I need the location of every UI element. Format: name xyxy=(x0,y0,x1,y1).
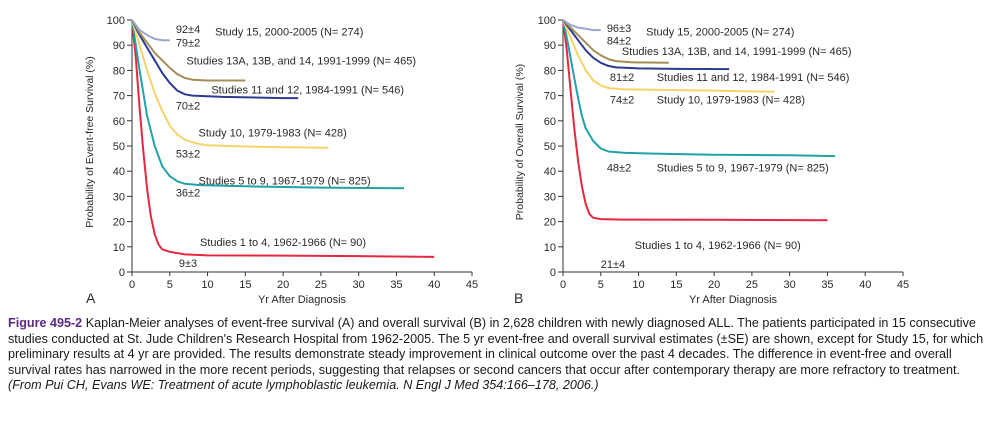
panel-b-series-line xyxy=(562,19,775,93)
panel-b-x-tick-label: 15 xyxy=(670,279,682,291)
panel-b-estimate-label: 74±2 xyxy=(610,94,634,106)
panel-b-series-label: Studies 5 to 9, 1967-1979 (N= 825) xyxy=(657,162,829,174)
panel-a-x-tick-label: 15 xyxy=(239,279,251,291)
panel-b-series-label: Study 10, 1979-1983 (N= 428) xyxy=(657,94,805,106)
panel-b-series-label: Study 15, 2000-2005 (N= 274) xyxy=(646,26,794,38)
figure-caption: Figure 495-2 Kaplan-Meier analyses of ev… xyxy=(8,316,993,394)
panel-a-y-tick-label: 40 xyxy=(113,166,125,178)
panel-a-x-tick-label: 5 xyxy=(167,279,173,291)
panel-b-letter: B xyxy=(514,290,523,306)
panel-b-estimate-label: 21±4 xyxy=(601,259,625,271)
panel-a-series-line xyxy=(131,19,405,190)
panel-a-series-label: Studies 1 to 4, 1962-1966 (N= 90) xyxy=(200,237,366,249)
panel-a-x-tick-label: 30 xyxy=(353,279,365,291)
panel-a-series-line xyxy=(131,19,299,100)
panel-a-estimate-label: 70±2 xyxy=(176,101,200,113)
panel-b-series-line xyxy=(562,19,828,222)
panel-a-y-tick-label: 80 xyxy=(113,65,125,77)
panel-a-y-tick-label: 10 xyxy=(113,242,125,254)
panel-a-y-tick-label: 30 xyxy=(113,191,125,203)
panel-a-y-tick-label: 70 xyxy=(113,91,125,103)
panel-b-x-tick-label: 45 xyxy=(897,279,909,291)
panel-a-x-tick-label: 45 xyxy=(466,279,478,291)
panel-a-series-line xyxy=(131,19,435,258)
panel-b-x-tick-label: 5 xyxy=(598,279,604,291)
panel-a-series-label: Study 15, 2000-2005 (N= 274) xyxy=(215,26,363,38)
panel-b-y-tick-label: 40 xyxy=(544,166,556,178)
panel-a-x-tick-label: 25 xyxy=(315,279,327,291)
panel-b-y-tick-label: 60 xyxy=(544,116,556,128)
panel-b-x-tick-label: 30 xyxy=(784,279,796,291)
panel-b-x-tick-label: 25 xyxy=(746,279,758,291)
panel-a-estimate-label: 92±4 xyxy=(176,24,200,36)
panel-a-y-tick-label: 60 xyxy=(113,116,125,128)
panel-b-estimate-label: 96±3 xyxy=(607,23,631,35)
panel-a-series-label: Studies 13A, 13B, and 14, 1991-1999 (N= … xyxy=(186,55,416,67)
panel-a-estimate-label: 53±2 xyxy=(176,149,200,161)
panel-b-series-line xyxy=(562,19,730,71)
panel-a-y-tick-label: 20 xyxy=(113,217,125,229)
caption-text: Kaplan-Meier analyses of event-free surv… xyxy=(8,316,984,377)
panel-b-series-line xyxy=(562,19,669,64)
panel-a-x-tick-label: 35 xyxy=(390,279,402,291)
panel-a-series-line xyxy=(131,19,329,149)
panel-b-y-tick-label: 10 xyxy=(544,242,556,254)
panel-a-x-tick-label: 0 xyxy=(129,279,135,291)
panel-a-x-tick-label: 20 xyxy=(277,279,289,291)
panel-b-y-tick-label: 0 xyxy=(550,267,556,279)
panel-b-series-label: Studies 1 to 4, 1962-1966 (N= 90) xyxy=(635,240,801,252)
panel-b-x-tick-label: 20 xyxy=(708,279,720,291)
panel-a-series-line xyxy=(131,19,170,42)
panel-b-y-axis-label: Probability of Overall Survival (%) xyxy=(514,64,526,220)
panel-a-x-axis-label: Yr After Diagnosis xyxy=(258,294,347,306)
panel-b-x-tick-label: 0 xyxy=(560,279,566,291)
figure-label: Figure 495-2 xyxy=(8,316,83,330)
panel-b-y-tick-label: 70 xyxy=(544,91,556,103)
panel-a-letter: A xyxy=(86,290,96,306)
panel-b-y-tick-label: 100 xyxy=(538,15,556,27)
panel-a-y-tick-label: 0 xyxy=(119,267,125,279)
panel-b-series-line xyxy=(562,19,601,32)
panel-b-estimate-label: 48±2 xyxy=(607,162,631,174)
panel-a-estimate-label: 9±3 xyxy=(179,258,197,270)
panel-b-y-tick-label: 80 xyxy=(544,65,556,77)
panel-b-x-tick-label: 40 xyxy=(859,279,871,291)
panel-a-series-line xyxy=(131,19,246,82)
panel-b-y-tick-label: 20 xyxy=(544,217,556,229)
caption-citation: (From Pui CH, Evans WE: Treatment of acu… xyxy=(8,378,599,393)
panel-a-x-tick-label: 10 xyxy=(201,279,213,291)
panel-a-series-label: Studies 5 to 9, 1967-1979 (N= 825) xyxy=(198,176,370,188)
panel-a-y-axis-label: Probability of Event-free Survival (%) xyxy=(84,56,96,228)
panel-a-y-tick-label: 90 xyxy=(113,40,125,52)
panel-b-y-tick-label: 90 xyxy=(544,40,556,52)
panel-b-x-axis-label: Yr After Diagnosis xyxy=(689,294,778,306)
panel-b-y-tick-label: 50 xyxy=(544,141,556,153)
panel-a-series-label: Study 10, 1979-1983 (N= 428) xyxy=(198,128,346,140)
panel-a-estimate-label: 36±2 xyxy=(176,188,200,200)
panel-a-estimate-label: 79±2 xyxy=(176,38,200,50)
panel-b-series-line xyxy=(562,19,836,158)
panel-b-series-label: Studies 11 and 12, 1984-1991 (N= 546) xyxy=(657,72,850,84)
panel-a-series-label: Studies 11 and 12, 1984-1991 (N= 546) xyxy=(211,84,404,96)
panel-a-y-tick-label: 50 xyxy=(113,141,125,153)
panel-a-y-tick-label: 100 xyxy=(107,15,125,27)
panel-b-estimate-label: 84±2 xyxy=(607,36,631,48)
panel-b-y-tick-label: 30 xyxy=(544,191,556,203)
panel-b-x-tick-label: 35 xyxy=(821,279,833,291)
panel-b-estimate-label: 81±2 xyxy=(610,72,634,84)
panel-b-series-label: Studies 13A, 13B, and 14, 1991-1999 (N= … xyxy=(622,46,852,58)
panel-a-x-tick-label: 40 xyxy=(428,279,440,291)
panel-b-x-tick-label: 10 xyxy=(632,279,644,291)
